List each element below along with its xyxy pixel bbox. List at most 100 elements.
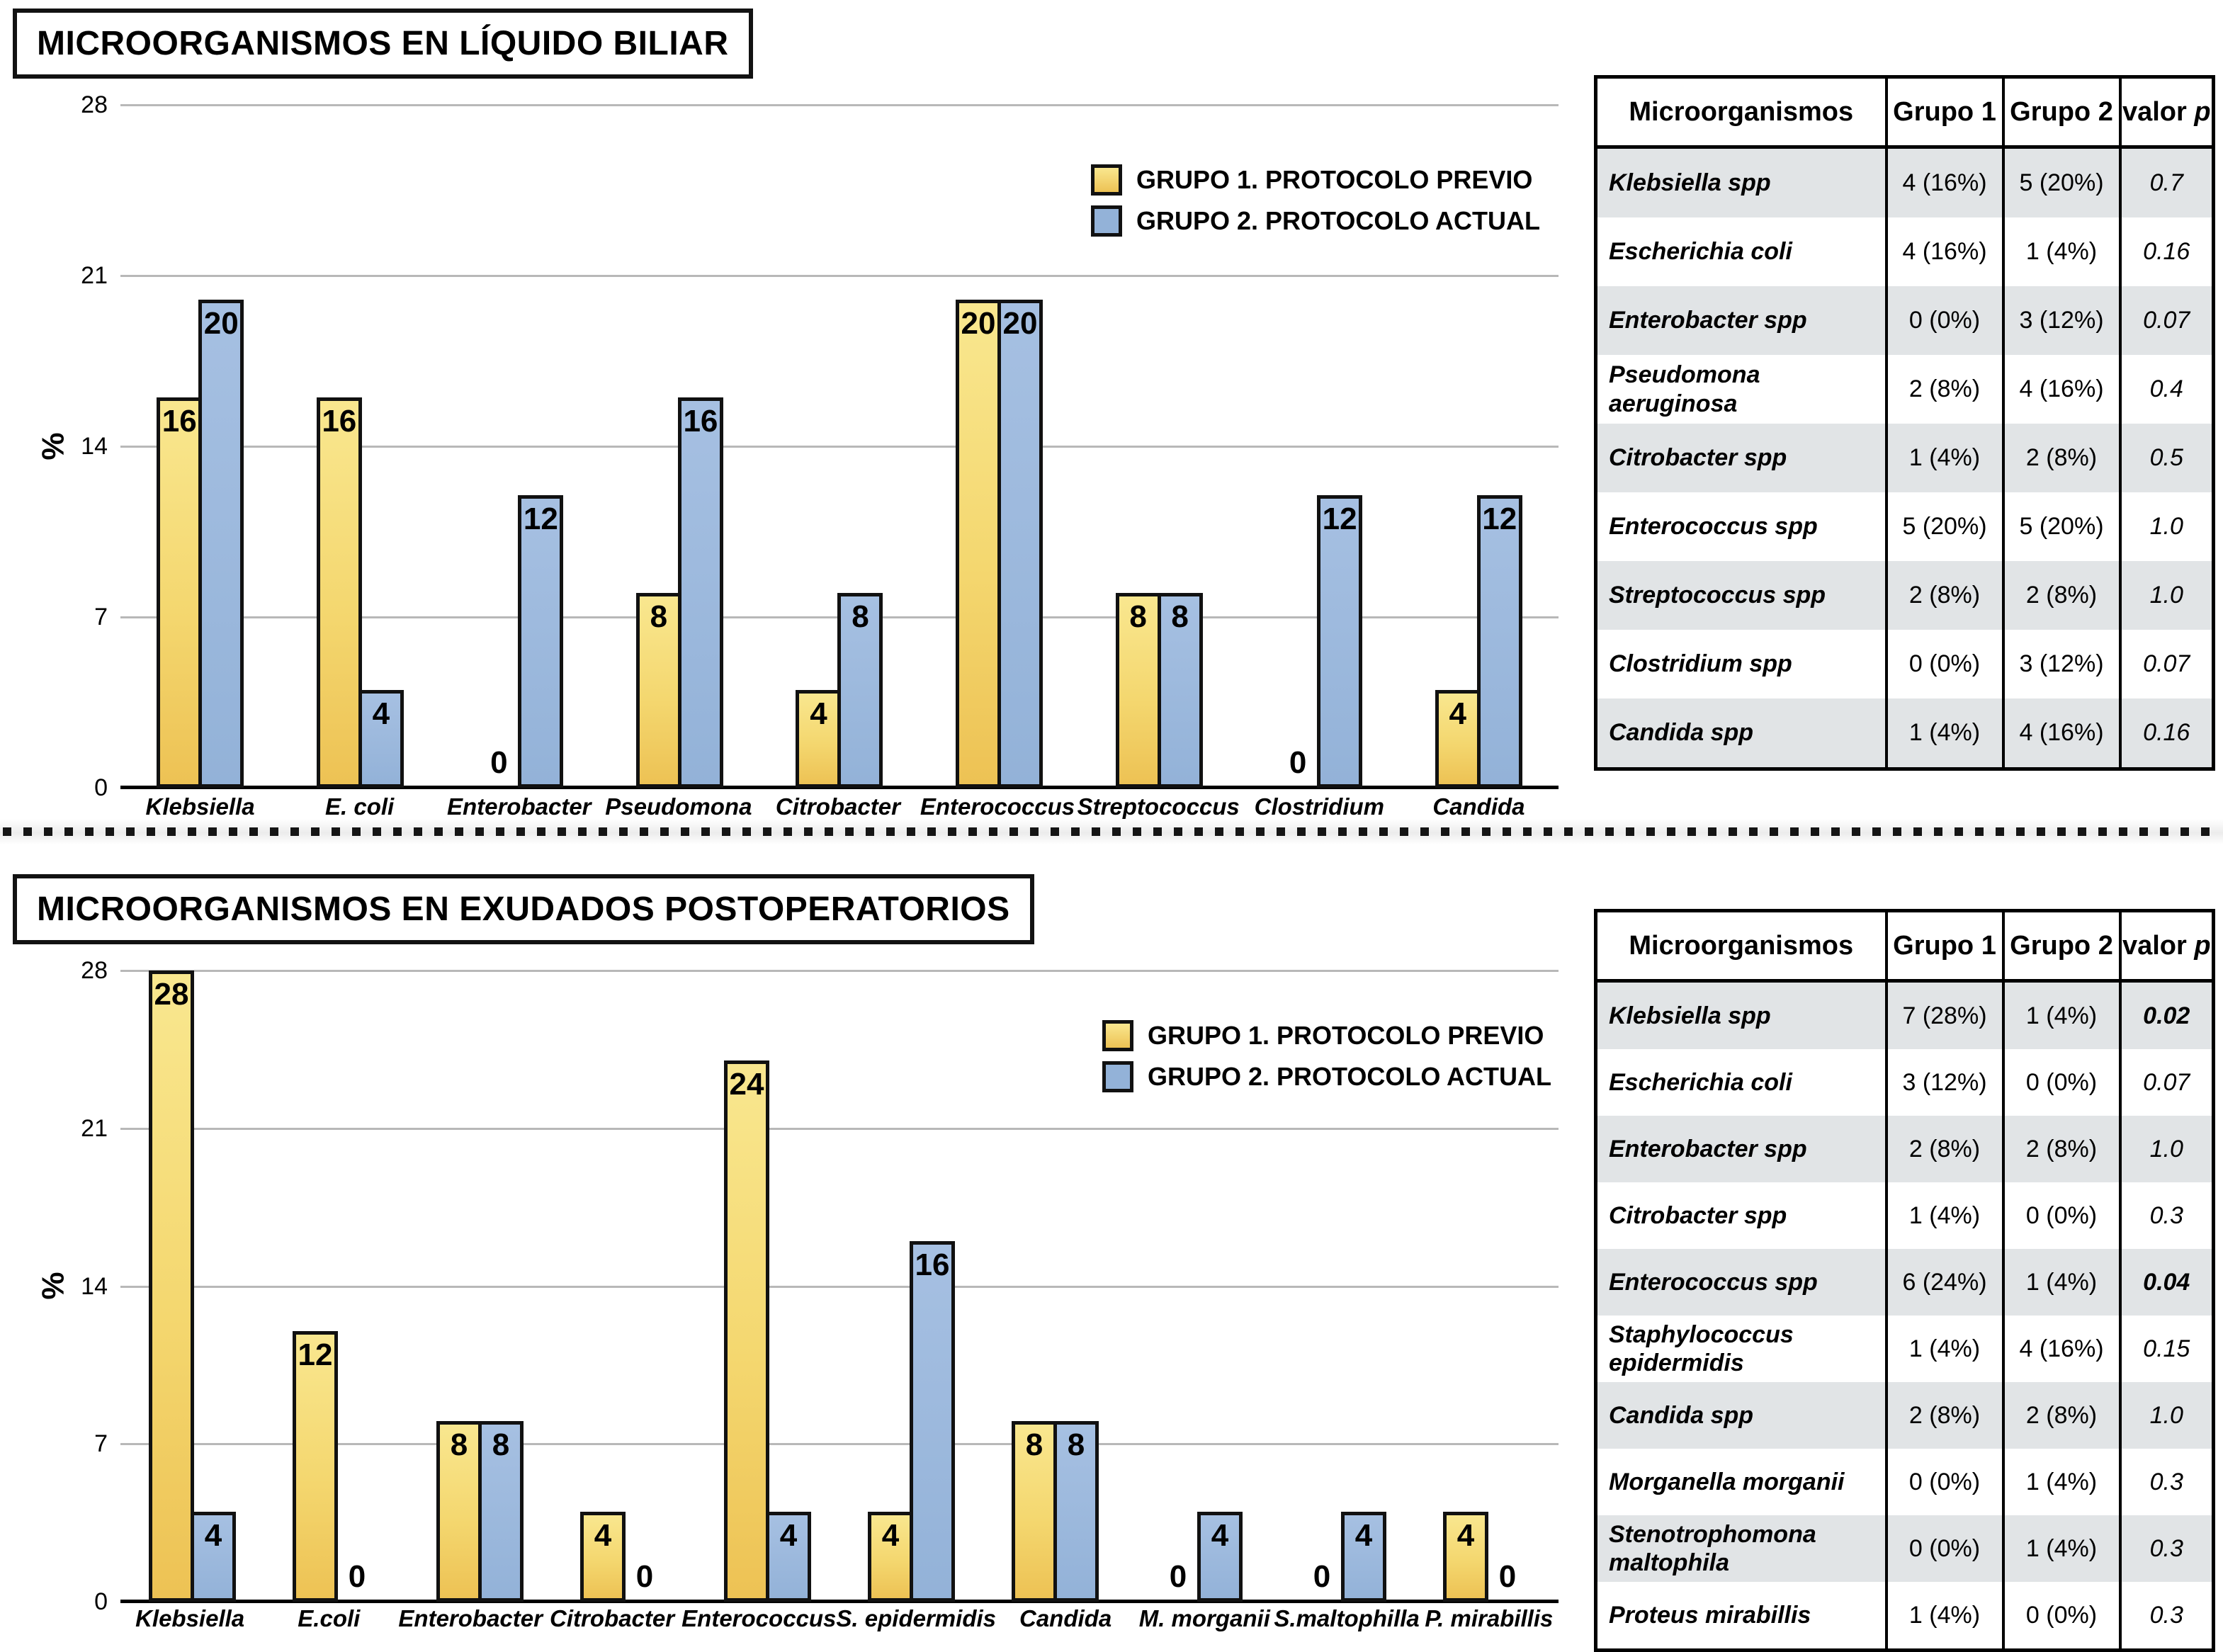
bar-value-label: 20 [961,306,996,341]
category-label: Enterococcus [920,793,1075,820]
plot-area: 0 7 14 21 28 28 4 12 0 8 8 4 0 24 4 4 16 8 8 0 4 0 4 4 0 [81,957,1559,1615]
category-label: M. morganii [1138,1605,1270,1631]
table-row: Candida spp 1 (4%) 4 (16%) 0.16 [1595,698,2214,769]
gridline [120,1443,1559,1446]
cell-valor-p: 0.3 [2118,1449,2214,1515]
cell-valor-p: 0.5 [2118,424,2214,492]
category-labels: Klebsiella E. coli Enterobacter Pseudomona C… [120,793,1559,827]
bar-value-label: 12 [1482,501,1517,536]
cell-grupo1: 0 (0%) [1884,630,2003,698]
cell-microorganism: Pseudomona aeruginosa [1609,361,1760,417]
bar-value-label: 4 [1211,1517,1229,1553]
category-label: Candida [1432,793,1525,820]
y-tick-label: 21 [81,262,108,289]
zero-slot: 0 [1155,1559,1201,1602]
cell-grupo2: 4 (16%) [2001,355,2120,424]
yellow-bar: 4 [868,1511,913,1602]
table-row: Staphylococcus epidermidis 1 (4%) 4 (16%) 0… [1596,1316,2214,1382]
blue-bar: 4 [1197,1511,1243,1602]
data-table: Microorganismos Grupo 1 Grupo 2 valor p Kleb… [1594,75,2215,771]
column-header-grupo1: Grupo 1 [1884,910,2003,983]
y-tick-label: 28 [81,91,108,118]
legend-swatch-blue [1102,1061,1133,1092]
table-row: Stenotrophomona maltophila 0 (0%) 1 (4%) 0.… [1595,1515,2214,1582]
bar-value-label: 4 [810,696,827,732]
cell-microorganism: Stenotrophomona maltophila [1609,1520,1816,1576]
cell-grupo2: 3 (12%) [2001,630,2120,698]
yellow-bar: 16 [316,397,362,788]
legend-row: GRUPO 2. PROTOCOLO ACTUAL [1090,205,1540,237]
cell-grupo2: 1 (4%) [2001,1249,2120,1316]
cell-valor-p: 0.7 [2118,147,2214,217]
bar-value-label: 4 [372,696,390,732]
bar-value-label: 8 [1129,599,1147,634]
table-row: Citrobacter spp 1 (4%) 0 (0%) 0.3 [1596,1182,2214,1249]
bar-value-label: 8 [450,1427,468,1463]
cell-grupo1: 2 (8%) [1884,355,2003,424]
y-tick-label: 28 [81,957,108,984]
cell-microorganism: Staphylococcus epidermidis [1609,1320,1794,1376]
bar-value-label: 8 [1171,599,1189,634]
yellow-bar: 20 [956,300,1002,788]
cell-microorganism: Proteus mirabillis [1609,1601,1811,1629]
blue-bar: 4 [191,1511,236,1602]
blue-bar: 16 [910,1240,955,1602]
table-row: Pseudomona aeruginosa 2 (8%) 4 (16%) 0.4 [1596,355,2214,424]
cell-grupo2: 2 (8%) [2001,1382,2120,1449]
cell-grupo1: 2 (8%) [1884,561,2003,630]
chart-title-text: MICROORGANISMOS EN LÍQUIDO BILIAR [37,25,729,62]
cell-microorganism: Enterococcus spp [1609,1268,1818,1296]
blue-bar: 8 [1053,1421,1099,1602]
cell-grupo2: 0 (0%) [2001,1182,2120,1249]
table-row: Enterobacter spp 0 (0%) 3 (12%) 0.07 [1595,286,2214,355]
category-labels: Klebsiella E.coli Enterobacter Citrobacter E… [120,1605,1559,1638]
y-tick-label: 21 [81,1114,108,1142]
bar-value-label: 20 [1002,306,1038,341]
plot-area: 0 7 14 21 28 16 20 16 4 0 12 8 16 4 8 20 20 8 8 0 12 4 12 [81,91,1559,801]
cell-valor-p: 0.3 [2118,1515,2214,1582]
column-header-microorganismos: Microorganismos [1595,910,1887,983]
gridline [120,104,1559,106]
y-tick-label: 0 [94,1588,108,1615]
cell-grupo2: 1 (4%) [2001,1449,2120,1515]
cell-grupo1: 1 (4%) [1884,1582,2003,1651]
y-tick-label: 14 [81,1272,108,1300]
blue-bar: 8 [1157,592,1203,788]
cell-microorganism: Candida spp [1609,1401,1754,1429]
cell-grupo1: 3 (12%) [1884,1049,2003,1116]
cell-grupo2: 5 (20%) [2001,492,2120,561]
column-header-grupo2: Grupo 2 [2001,77,2120,149]
chart-legend: GRUPO 1. PROTOCOLO PREVIO GRUPO 2. PROTOC… [1090,164,1540,237]
blue-bar: 16 [677,397,723,788]
zero-value-label: 0 [490,745,508,780]
bar-group: 12 0 [264,971,408,1602]
yellow-bar: 8 [1012,1421,1057,1602]
cell-grupo2: 2 (8%) [2001,1116,2120,1182]
cell-microorganism: Klebsiella spp [1609,1002,1771,1029]
cell-valor-p: 0.3 [2118,1582,2214,1651]
legend-label: GRUPO 2. PROTOCOLO ACTUAL [1147,1062,1551,1091]
cell-grupo1: 6 (24%) [1884,1249,2003,1316]
zero-value-label: 0 [1169,1559,1187,1594]
y-tick-label: 14 [81,433,108,460]
bar-value-label: 4 [1456,1517,1475,1553]
blue-bar: 4 [1341,1511,1386,1602]
bar-value-label: 8 [852,599,869,634]
cell-grupo2: 2 (8%) [2001,561,2120,630]
table-row: Enterococcus spp 5 (20%) 5 (20%) 1.0 [1596,492,2214,561]
cell-microorganism: Klebsiella spp [1609,169,1771,197]
dotted-divider [0,819,2223,844]
bar-value-label: 12 [523,501,558,536]
y-tick-label: 0 [94,774,108,801]
cell-grupo2: 4 (16%) [2001,698,2120,769]
gridline [120,1127,1559,1130]
legend-swatch-yellow [1090,164,1122,196]
yellow-bar: 12 [293,1331,338,1602]
table-row: Proteus mirabillis 1 (4%) 0 (0%) 0.3 [1596,1582,2214,1651]
cell-microorganism: Escherichia coli [1609,1068,1792,1096]
